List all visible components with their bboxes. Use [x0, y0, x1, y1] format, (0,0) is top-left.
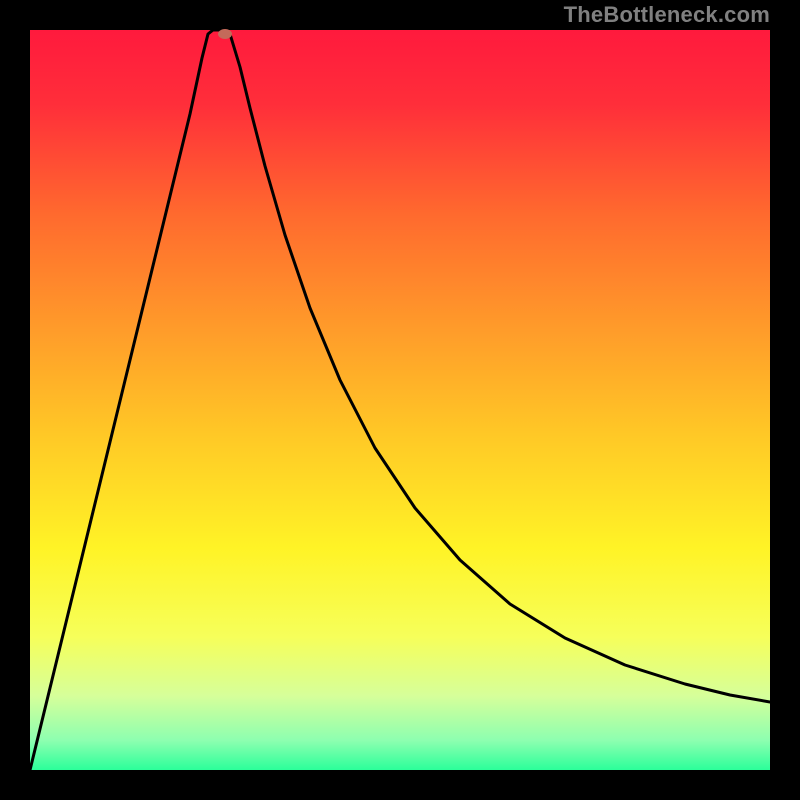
bottleneck-curve: [30, 30, 770, 770]
optimal-point-marker: [218, 29, 232, 39]
plot-area: [30, 30, 770, 770]
watermark-text: TheBottleneck.com: [564, 2, 770, 28]
chart-frame: TheBottleneck.com: [0, 0, 800, 800]
